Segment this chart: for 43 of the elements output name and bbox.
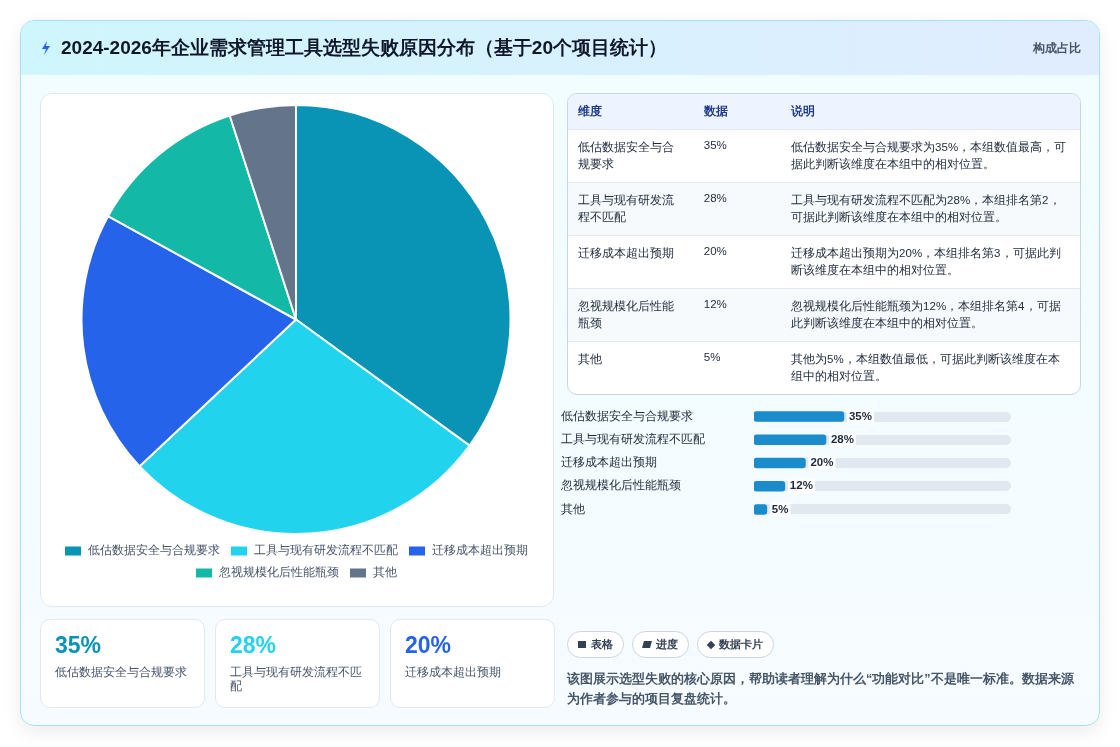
bar [754,457,806,469]
y-tick-label: 忽视规模化后性能瓶颈 [560,479,681,492]
legend-label: 忽视规模化后性能瓶颈 [218,565,339,580]
chart-title: 2024-2026年企业需求管理工具选型失败原因分布（基于20个项目统计） [61,36,667,60]
category-label: 低估数据安全与合规要求 [55,666,187,678]
text: 忽视规模化后性能瓶颈为12%，本组排名第4，可据此判断该维度在本组中的相对位置。 [790,299,1062,331]
text: 数据卡片 [719,637,763,652]
slice-label: 工具与现有研发流程不匹配 [230,665,363,693]
text: 构成占比 [1033,40,1081,57]
y-tick-label: 迁移成本超出预期 [561,455,657,469]
data-label: 28% [830,432,854,445]
text: 说明 [790,104,817,119]
text: 低估数据安全与合规要求为35%，本组数值最高，可据此判断该维度在本组中的相对位置。 [790,140,1068,172]
data-label: 5% [771,502,789,515]
text: 20% [405,632,452,659]
y-tick-label: 其他 [561,502,585,515]
y-tick-label: 低估数据安全与合规要求 [561,408,693,422]
text: 表格 [591,637,613,652]
data-label: 20% [810,456,834,469]
data-label: 35% [848,409,872,422]
category-label: 其他 [578,353,602,365]
text: 5% [702,350,722,365]
text: 35% [703,139,727,151]
y-tick-label: 工具与现有研发流程不匹配 [561,431,705,445]
text: 28% [230,632,277,659]
legend-label: 其他 [373,565,397,580]
text: 28% [703,192,727,204]
text: 35% [55,632,102,659]
text: 20% [703,245,727,257]
text: 12% [702,297,728,312]
text: 工具与现有研发流程不匹配为28%，本组排名第2，可据此判断该维度在本组中的相对位置。 [790,193,1062,225]
category-label: 迁移成本超出预期 [405,666,501,678]
text: 迁移成本超出预期为20%，本组排名第3，可据此判断该维度在本组中的相对位置。 [790,246,1062,278]
legend-label: 低估数据安全与合规要求 [88,543,220,558]
text: 进度 [656,637,678,652]
legend-label: 工具与现有研发流程不匹配 [254,543,398,558]
legend-label: 迁移成本超出预期 [432,543,528,558]
bar [754,480,786,492]
text: 维度 [577,103,603,119]
text: 其他为5%，本组数值最低，可据此判断该维度在本组中的相对位置。 [790,352,1061,384]
text: 该图展示选型失败的核心原因，帮助读者理解为什么“功能对比”不是唯一标准。数据来源为作者参与的项目复盘统计。 [567,671,1075,708]
data-label: 12% [789,479,813,492]
text: 数据 [702,104,729,119]
